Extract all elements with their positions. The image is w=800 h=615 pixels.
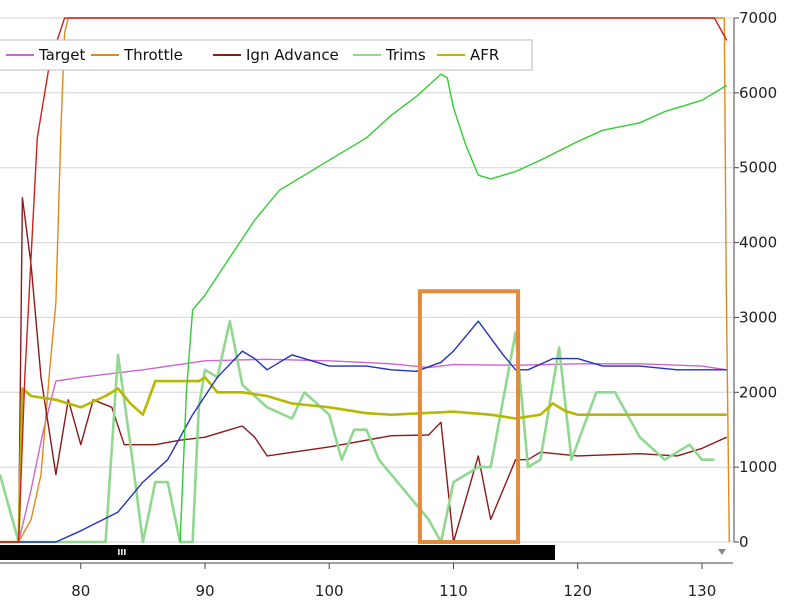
y-tick-label: 5000 bbox=[739, 159, 777, 177]
scrollbar-grip-mark bbox=[118, 549, 120, 555]
series-target-line bbox=[0, 358, 727, 543]
legend-label-trims: Trims bbox=[385, 46, 426, 64]
x-tick-label: 120 bbox=[563, 582, 592, 600]
series-6-line bbox=[0, 320, 727, 543]
legend-label-target: Target bbox=[38, 46, 86, 64]
axis-layer: 0 1000 2000 3000 4000 5000 6000 7000 80 90 100 110 1… bbox=[0, 9, 777, 600]
y-tick-label: 6000 bbox=[739, 84, 777, 102]
x-tick-label: 80 bbox=[71, 582, 90, 600]
y-tick-label: 4000 bbox=[739, 234, 777, 252]
series-layer bbox=[0, 17, 730, 544]
y-tick-label: 3000 bbox=[739, 308, 777, 326]
legend-label-afr: AFR bbox=[470, 46, 499, 64]
series-8-line bbox=[179, 73, 728, 543]
x-tick-label: 110 bbox=[439, 582, 468, 600]
series-ign-advance-line bbox=[0, 196, 728, 543]
series-trims-line bbox=[0, 319, 715, 544]
legend: Target Throttle Ign Advance Trims AFR bbox=[0, 39, 533, 71]
scroll-right-arrow-icon[interactable] bbox=[718, 549, 726, 555]
scrollbar-thumb[interactable] bbox=[0, 545, 555, 560]
y-tick-label: 0 bbox=[739, 533, 749, 551]
series-afr-line bbox=[0, 375, 727, 544]
scrollbar-grip-mark bbox=[124, 549, 126, 555]
x-tick-label: 100 bbox=[315, 582, 344, 600]
legend-label-ign-advance: Ign Advance bbox=[246, 46, 339, 64]
scrollbar-grip-mark bbox=[121, 549, 123, 555]
horizontal-scrollbar[interactable] bbox=[0, 545, 726, 560]
y-tick-label: 7000 bbox=[739, 9, 777, 27]
highlight-box bbox=[417, 289, 521, 544]
legend-label-throttle: Throttle bbox=[123, 46, 183, 64]
x-tick-label: 130 bbox=[688, 582, 717, 600]
y-tick-label: 2000 bbox=[739, 383, 777, 401]
highlight-layer bbox=[417, 289, 521, 544]
x-tick-label: 90 bbox=[195, 582, 214, 600]
y-tick-label: 1000 bbox=[739, 458, 777, 476]
